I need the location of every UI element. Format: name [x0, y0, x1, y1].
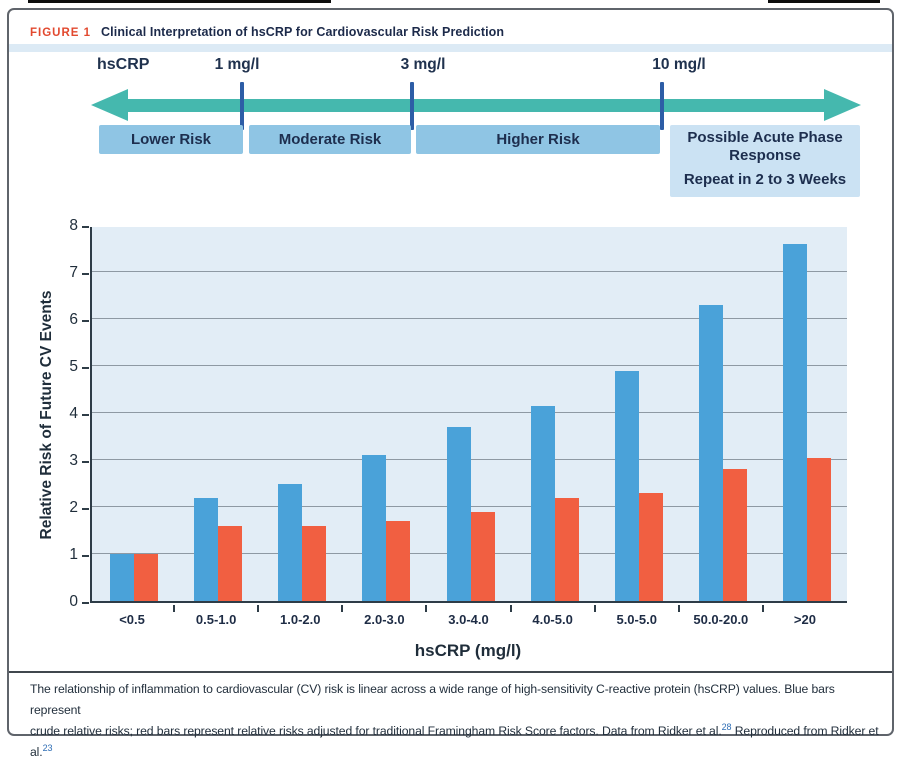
gridline	[92, 318, 847, 319]
threshold-label-1mg: 1 mg/l	[214, 56, 260, 73]
x-tick-mark	[341, 605, 344, 612]
x-tick-mark	[173, 605, 176, 612]
y-tick-mark	[82, 320, 89, 322]
bar-adjusted->20	[806, 457, 831, 601]
bar-crude-4.0-5.0	[530, 405, 555, 601]
threshold-label-10mg: 10 mg/l	[652, 56, 706, 73]
plot-area	[90, 227, 847, 603]
figure-header: FIGURE 1 Clinical Interpretation of hsCRP…	[30, 23, 504, 41]
figure-label: FIGURE 1	[30, 27, 92, 39]
zone-acute-phase: Possible Acute Phase Response Repeat in …	[670, 125, 860, 197]
x-category-label: 1.0-2.0	[280, 612, 321, 627]
bar-adjusted-5.0-5.0	[638, 492, 663, 601]
x-tick-mark	[425, 605, 428, 612]
bar-crude-5.0-5.0	[614, 370, 639, 601]
bar-crude-3.0-4.0	[446, 427, 471, 601]
x-tick-mark	[509, 605, 512, 612]
bar-adjusted-3.0-4.0	[470, 511, 495, 601]
bar-adjusted-2.0-3.0	[386, 521, 411, 601]
caption-line-2-text: crude relative risks; red bars represent…	[30, 724, 722, 738]
bar-crude-2.0-3.0	[362, 455, 387, 601]
figure-panel: FIGURE 1 Clinical Interpretation of hsCRP…	[7, 8, 894, 759]
y-tick-label: 8	[69, 217, 78, 234]
caption-line-2: crude relative risks; red bars represent…	[30, 721, 886, 763]
bar-adjusted-0.5-1.0	[218, 525, 243, 601]
threshold-tick-10mg	[660, 82, 664, 130]
zone-higher-risk-label: Higher Risk	[496, 131, 580, 148]
figure-title: Clinical Interpretation of hsCRP for Car…	[101, 25, 505, 39]
threshold-tick-1mg	[240, 82, 244, 130]
bar-adjusted-1.0-2.0	[302, 525, 327, 601]
y-tick-mark	[82, 508, 89, 510]
caption-divider	[9, 671, 892, 673]
threshold-tick-3mg	[410, 82, 414, 130]
y-tick-mark	[82, 226, 89, 228]
zone-acute-phase-label: Possible Acute Phase Response	[687, 129, 843, 164]
x-category-label: 2.0-3.0	[364, 612, 405, 627]
x-category-label: 3.0-4.0	[448, 612, 489, 627]
x-category-label: 5.0-5.0	[616, 612, 657, 627]
y-tick-label: 7	[69, 264, 78, 281]
bar-crude-0.5-1.0	[194, 497, 219, 601]
x-category-label: 0.5-1.0	[195, 612, 237, 627]
zone-higher-risk: Higher Risk	[416, 125, 660, 154]
citation-ref-28[interactable]: 28	[721, 721, 732, 732]
x-axis-title: hsCRP (mg/l)	[414, 641, 522, 660]
x-tick-mark	[257, 605, 260, 612]
threshold-label-3mg: 3 mg/l	[400, 56, 446, 73]
figure-caption: The relationship of inflammation to card…	[30, 679, 886, 763]
x-tick-mark	[593, 605, 596, 612]
zone-moderate-risk-label: Moderate Risk	[278, 131, 382, 148]
arrow-right-head-icon	[824, 89, 861, 121]
x-category-label: 4.0-5.0	[532, 612, 573, 627]
header-divider	[9, 44, 892, 52]
y-tick-mark	[82, 461, 89, 463]
x-category-label: 50.0-20.0	[693, 612, 749, 627]
y-tick-label: 5	[69, 358, 78, 375]
y-tick-label: 2	[69, 499, 78, 516]
bar-crude->20	[782, 243, 807, 601]
bar-adjusted-4.0-5.0	[554, 497, 579, 601]
y-tick-mark	[82, 367, 89, 369]
bar-adjusted-<0.5	[134, 554, 159, 601]
page-crop-artifact-right	[768, 0, 880, 3]
gridline	[92, 365, 847, 366]
bar-adjusted-50.0-20.0	[722, 469, 747, 601]
y-tick-label: 6	[69, 311, 78, 328]
zone-acute-repeat-label: Repeat in 2 to 3 Weeks	[683, 171, 847, 188]
y-tick-label: 3	[69, 452, 78, 469]
x-category-label: >20	[793, 612, 816, 627]
y-tick-mark	[82, 555, 89, 557]
zone-moderate-risk: Moderate Risk	[249, 125, 411, 154]
bar-crude-50.0-20.0	[698, 304, 723, 601]
bar-crude-1.0-2.0	[278, 483, 303, 601]
zone-lower-risk-label: Lower Risk	[130, 131, 212, 148]
y-tick-mark	[82, 273, 89, 275]
gridline	[92, 412, 847, 413]
y-tick-mark	[82, 602, 89, 604]
citation-ref-23[interactable]: 23	[42, 742, 53, 753]
risk-scale-arrow	[126, 99, 826, 112]
y-tick-label: 4	[69, 405, 78, 422]
x-tick-mark	[677, 605, 680, 612]
gridline	[92, 271, 847, 272]
zone-lower-risk: Lower Risk	[99, 125, 243, 154]
y-tick-mark	[82, 414, 89, 416]
y-tick-label: 0	[69, 593, 78, 610]
bar-crude-<0.5	[110, 554, 135, 601]
x-tick-mark	[761, 605, 764, 612]
y-tick-label: 1	[69, 546, 78, 563]
caption-line-1: The relationship of inflammation to card…	[30, 682, 835, 717]
x-category-label: <0.5	[119, 612, 145, 627]
arrow-left-head-icon	[91, 89, 128, 121]
page-crop-artifact-left	[28, 0, 331, 3]
scale-axis-label: hsCRP	[97, 56, 150, 73]
